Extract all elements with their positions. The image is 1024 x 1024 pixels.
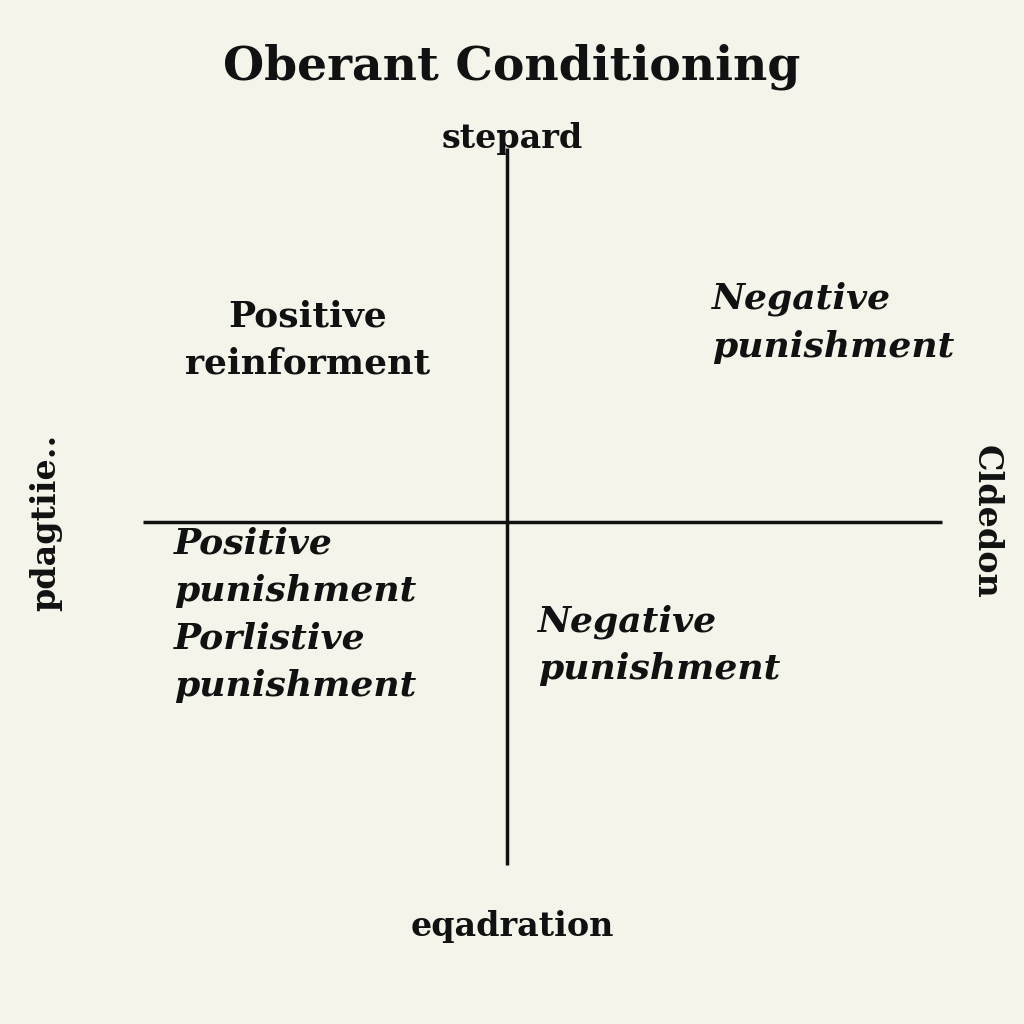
Text: eqadration: eqadration [411,910,613,943]
Text: Cldedon: Cldedon [970,445,1002,599]
Text: Negative
punishment: Negative punishment [538,604,780,686]
Text: stepard: stepard [441,122,583,155]
Text: Positive
reinforment: Positive reinforment [184,299,430,381]
Text: Negative
punishment: Negative punishment [712,282,954,364]
Text: Positive
punishment
Porlistive
punishment: Positive punishment Porlistive punishmen… [174,526,417,702]
Text: pdagtiie..: pdagtiie.. [30,433,62,611]
Text: Oberant Conditioning: Oberant Conditioning [223,43,801,90]
